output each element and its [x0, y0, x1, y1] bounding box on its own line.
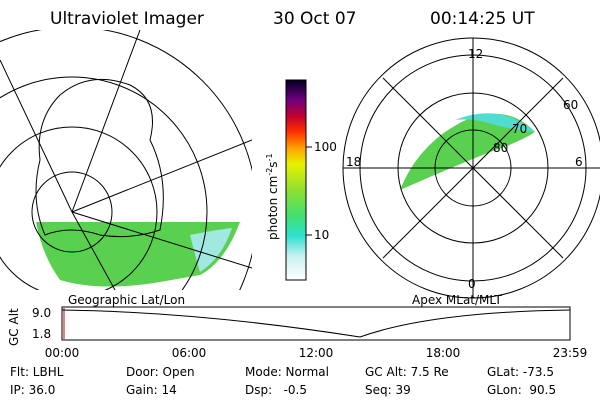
exponent: -1 [265, 153, 274, 161]
footer-field: Dsp: -0.5 [245, 383, 307, 397]
footer-field: Mode: Normal [245, 365, 329, 379]
right-caption: Apex MLat/MLT [412, 293, 502, 307]
mlt-label: 6 [575, 155, 583, 169]
colorbar [285, 79, 307, 281]
geographic-map [0, 30, 252, 290]
image-swath-bright [190, 228, 232, 272]
footer-field: Gain: 14 [126, 383, 177, 397]
footer-field: Door: Open [126, 365, 195, 379]
footer-field: GLat: -73.5 [487, 365, 554, 379]
timeline-xtick: 00:00 [45, 346, 80, 360]
colorbar-label: photon cm-2s-1 [265, 153, 280, 240]
timeline-axis-label: GC Alt [7, 308, 21, 346]
footer-field: GC Alt: 7.5 Re [365, 365, 449, 379]
unit: photon cm [266, 176, 280, 240]
image-swath [36, 222, 240, 287]
altitude-curve [61, 309, 571, 338]
timeline-xtick: 23:59 [553, 346, 588, 360]
title: Ultraviolet Imager [50, 9, 204, 29]
timeline-frame [61, 306, 571, 341]
mlt-label: 0 [468, 277, 476, 291]
timeline-ytick: 1.8 [32, 327, 51, 341]
left-caption: Geographic Lat/Lon [68, 293, 185, 307]
unit: s [266, 161, 280, 167]
timeline-ytick: 9.0 [32, 306, 51, 320]
footer-field: IP: 36.0 [10, 383, 55, 397]
colorbar-tick: 10 [314, 228, 329, 242]
footer-field: Seq: 39 [365, 383, 411, 397]
timeline-xtick: 18:00 [426, 346, 461, 360]
mlt-label: 18 [346, 155, 361, 169]
time: 00:14:25 UT [430, 9, 535, 29]
lat-label: 80 [493, 141, 508, 155]
timeline-xtick: 06:00 [172, 346, 207, 360]
footer-field: Flt: LBHL [10, 365, 64, 379]
mlt-label: 12 [468, 47, 483, 61]
footer: Flt: LBHL Door: Open Mode: Normal GC Alt: 7… [10, 365, 556, 397]
lat-label: 70 [512, 122, 527, 136]
footer-field: GLon: 90.5 [487, 383, 556, 397]
lat-label: 60 [563, 98, 578, 112]
exponent: -2 [265, 168, 274, 176]
colorbar-tick: 100 [314, 140, 337, 154]
date: 30 Oct 07 [273, 9, 356, 29]
timeline-xtick: 12:00 [299, 346, 334, 360]
polar-map [342, 37, 600, 299]
